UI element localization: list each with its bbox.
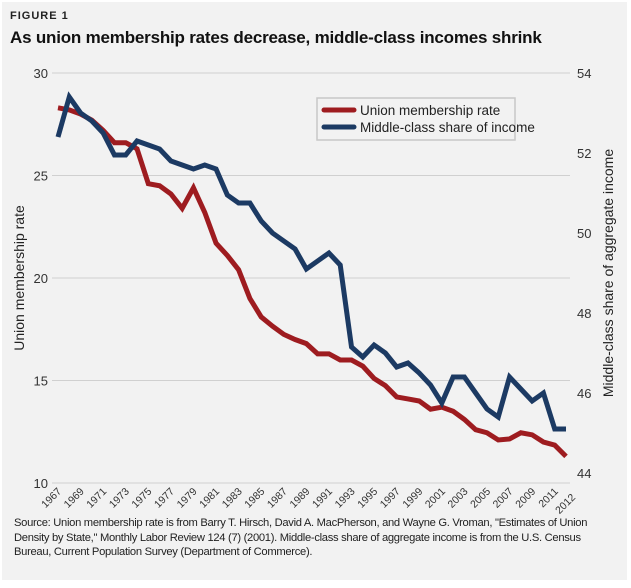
x-tick-label: 1993 xyxy=(333,486,358,511)
y2-tick-label: 50 xyxy=(577,226,591,241)
y2-tick-label: 46 xyxy=(577,386,591,401)
legend-label-union: Union membership rate xyxy=(360,103,500,118)
y2-axis-title: Middle-class share of aggregate income xyxy=(600,149,616,397)
x-tick-label: 2003 xyxy=(446,486,471,511)
y2-tick-label: 52 xyxy=(577,146,591,161)
x-tick-label: 1975 xyxy=(129,486,154,511)
y-tick-label: 30 xyxy=(34,66,48,81)
x-tick-label: 1985 xyxy=(242,486,267,511)
y-tick-label: 20 xyxy=(34,271,48,286)
y-axis-title: Union membership rate xyxy=(11,205,27,351)
y2-tick-label: 54 xyxy=(577,66,591,81)
figure-panel xyxy=(2,2,627,580)
x-tick-label: 1969 xyxy=(62,486,87,511)
x-tick-label: 2007 xyxy=(491,486,516,511)
x-tick-label: 1973 xyxy=(107,486,132,511)
y-tick-label: 25 xyxy=(34,169,48,184)
figure-label: FIGURE 1 xyxy=(10,10,69,22)
y2-tick-label: 44 xyxy=(577,466,591,481)
x-tick-label: 1971 xyxy=(84,486,109,511)
source-note: Source: Union membership rate is from Ba… xyxy=(14,517,588,558)
x-tick-label: 1987 xyxy=(265,486,290,511)
y-tick-label: 10 xyxy=(34,476,48,491)
series-line-middle-class-share xyxy=(55,91,566,432)
x-tick-label: 2005 xyxy=(468,486,493,511)
x-tick-label: 1983 xyxy=(220,486,245,511)
legend-label-middle-class: Middle-class share of income xyxy=(360,120,535,135)
x-tick-label: 1977 xyxy=(152,486,177,511)
x-tick-label: 2001 xyxy=(423,486,448,511)
y-tick-label: 15 xyxy=(34,374,48,389)
x-tick-label: 1989 xyxy=(287,486,312,511)
x-tick-label: 1999 xyxy=(400,486,425,511)
chart-title: As union membership rates decrease, midd… xyxy=(10,28,542,47)
x-tick-label: 1981 xyxy=(197,486,222,511)
x-tick-label: 1997 xyxy=(378,486,403,511)
series-line-union-membership xyxy=(57,105,568,459)
legend: Union membership rate Middle-class share… xyxy=(316,97,535,141)
x-tick-label: 2009 xyxy=(513,486,538,511)
x-tick-label: 1995 xyxy=(355,486,380,511)
y2-tick-label: 48 xyxy=(577,306,591,321)
x-tick-label: 1979 xyxy=(175,486,200,511)
x-tick-label: 1991 xyxy=(310,486,335,511)
